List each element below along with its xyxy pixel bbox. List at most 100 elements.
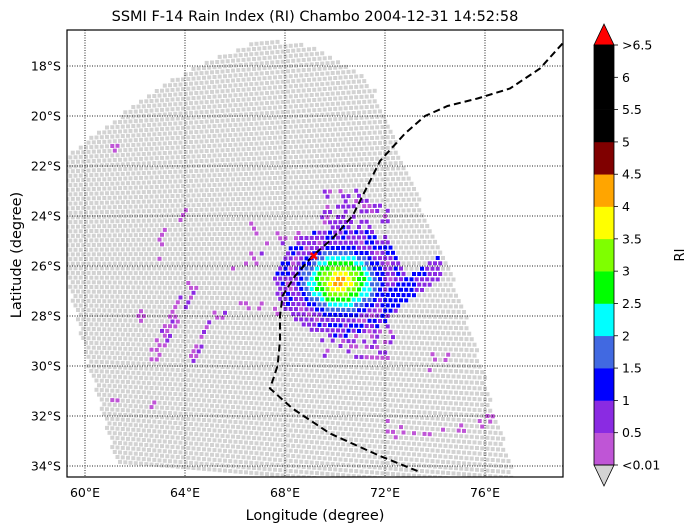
swath-pixel bbox=[280, 160, 285, 165]
swath-pixel bbox=[336, 101, 340, 106]
swath-pixel bbox=[202, 369, 206, 374]
swath-pixel bbox=[102, 149, 107, 154]
swath-pixel bbox=[275, 412, 280, 417]
swath-pixel bbox=[265, 201, 269, 206]
swath-pixel bbox=[160, 252, 164, 256]
swath-pixel bbox=[115, 172, 120, 177]
swath-pixel bbox=[149, 175, 154, 180]
swath-pixel bbox=[128, 347, 133, 351]
rain-pixel bbox=[396, 271, 401, 276]
swath-pixel bbox=[238, 420, 243, 425]
swath-pixel bbox=[236, 137, 241, 142]
swath-pixel bbox=[286, 59, 290, 64]
swath-pixel bbox=[168, 83, 172, 88]
swath-pixel bbox=[133, 147, 138, 152]
swath-pixel bbox=[89, 266, 94, 271]
swath-pixel bbox=[212, 163, 217, 168]
swath-pixel bbox=[252, 416, 256, 421]
swath-pixel bbox=[469, 348, 474, 353]
rain-pixel bbox=[346, 328, 351, 333]
swath-pixel bbox=[81, 233, 86, 238]
rain-pixel bbox=[283, 286, 288, 291]
rain-pixel bbox=[322, 271, 327, 276]
swath-pixel bbox=[343, 75, 348, 80]
swath-pixel bbox=[451, 277, 456, 282]
swath-pixel bbox=[162, 391, 167, 396]
swath-pixel bbox=[252, 166, 256, 171]
swath-pixel bbox=[215, 394, 220, 399]
rain-pixel bbox=[186, 300, 191, 305]
swath-pixel bbox=[443, 390, 448, 395]
swath-pixel bbox=[462, 407, 466, 412]
swath-pixel bbox=[359, 417, 364, 422]
swath-pixel bbox=[131, 228, 136, 233]
swath-pixel bbox=[133, 138, 138, 143]
swath-pixel bbox=[178, 150, 183, 155]
swath-pixel bbox=[370, 125, 374, 130]
swath-pixel bbox=[73, 257, 78, 262]
swath-pixel bbox=[162, 401, 167, 406]
swath-pixel bbox=[328, 405, 332, 410]
rain-pixel bbox=[115, 143, 120, 148]
swath-pixel bbox=[181, 261, 185, 266]
swath-pixel bbox=[412, 250, 416, 255]
swath-pixel bbox=[404, 266, 409, 271]
swath-pixel bbox=[291, 68, 296, 73]
swath-pixel bbox=[393, 340, 398, 345]
swath-pixel bbox=[217, 232, 222, 236]
swath-pixel bbox=[233, 83, 238, 88]
swath-pixel bbox=[291, 383, 296, 388]
swath-pixel bbox=[325, 359, 330, 363]
swath-pixel bbox=[115, 228, 120, 233]
swath-pixel bbox=[128, 365, 133, 370]
swath-pixel bbox=[322, 56, 327, 61]
rain-pixel bbox=[375, 324, 380, 329]
swath-pixel bbox=[244, 231, 248, 236]
swath-pixel bbox=[359, 334, 364, 339]
swath-pixel bbox=[217, 350, 222, 355]
swath-pixel bbox=[152, 170, 157, 175]
swath-pixel bbox=[76, 224, 80, 229]
swath-pixel bbox=[102, 327, 107, 332]
rain-pixel bbox=[320, 328, 325, 333]
swath-pixel bbox=[456, 363, 461, 368]
swath-pixel bbox=[228, 429, 233, 434]
rain-pixel bbox=[294, 246, 298, 251]
swath-pixel bbox=[262, 186, 267, 191]
swath-pixel bbox=[304, 174, 309, 179]
swath-pixel bbox=[189, 110, 193, 115]
swath-pixel bbox=[291, 139, 296, 144]
swath-pixel bbox=[257, 426, 262, 431]
swath-pixel bbox=[375, 366, 380, 371]
swath-pixel bbox=[173, 392, 178, 396]
swath-pixel bbox=[70, 206, 75, 211]
rain-pixel bbox=[372, 266, 377, 271]
swath-pixel bbox=[238, 380, 243, 385]
rain-pixel bbox=[351, 328, 356, 333]
swath-pixel bbox=[359, 136, 364, 141]
swath-pixel bbox=[291, 119, 296, 124]
swath-pixel bbox=[70, 252, 75, 257]
swath-pixel bbox=[139, 280, 143, 285]
swath-pixel bbox=[362, 224, 367, 229]
swath-pixel bbox=[149, 108, 154, 113]
swath-pixel bbox=[128, 413, 133, 418]
swath-pixel bbox=[191, 261, 196, 266]
swath-pixel bbox=[68, 183, 73, 188]
swath-pixel bbox=[207, 379, 212, 384]
swath-pixel bbox=[99, 257, 104, 261]
swath-pixel bbox=[309, 195, 314, 200]
swath-pixel bbox=[123, 223, 128, 228]
swath-pixel bbox=[427, 304, 432, 308]
swath-pixel bbox=[333, 127, 338, 132]
swath-pixel bbox=[375, 135, 380, 140]
swath-pixel bbox=[349, 354, 353, 359]
rain-pixel bbox=[330, 225, 335, 230]
swath-pixel bbox=[301, 129, 306, 134]
swath-pixel bbox=[262, 76, 267, 81]
swath-pixel bbox=[275, 180, 280, 185]
swath-pixel bbox=[378, 413, 382, 418]
swath-pixel bbox=[249, 82, 254, 87]
swath-pixel bbox=[315, 205, 319, 210]
swath-pixel bbox=[196, 398, 201, 403]
